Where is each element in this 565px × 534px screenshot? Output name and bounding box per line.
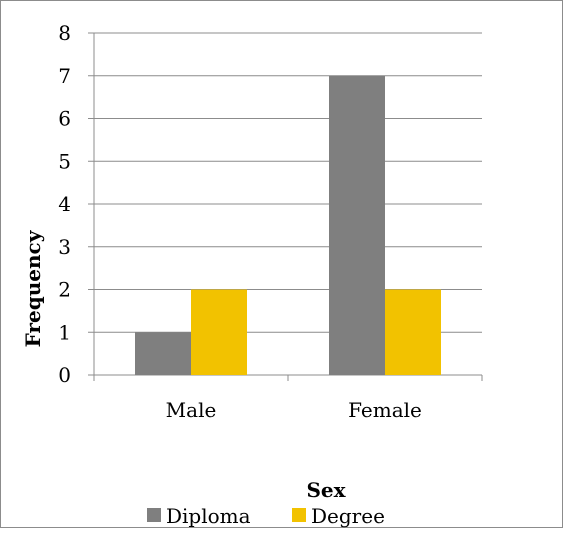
legend-label-degree: Degree (311, 504, 385, 528)
y-tick-label: 7 (58, 64, 71, 88)
y-tick-label: 8 (58, 21, 71, 45)
y-axis-title: Frequency (21, 229, 45, 347)
legend-label-diploma: Diploma (166, 504, 251, 528)
y-tick-label: 2 (58, 278, 71, 302)
bar-degree-male (191, 289, 247, 375)
x-axis-title: Sex (306, 478, 346, 502)
bar-diploma-female (329, 75, 385, 375)
x-tick-label: Male (166, 398, 217, 422)
y-tick-label: 5 (58, 149, 71, 173)
x-tick-label: Female (348, 398, 422, 422)
y-tick-label: 0 (58, 363, 71, 387)
bar-diploma-male (135, 332, 191, 375)
y-tick-label: 4 (58, 192, 71, 216)
y-tick-label: 1 (58, 320, 71, 344)
legend: Diploma Degree (147, 504, 385, 528)
legend-swatch-diploma (147, 508, 161, 522)
bars (135, 75, 441, 375)
bar-degree-female (385, 289, 441, 375)
y-tick-label: 3 (58, 235, 71, 259)
y-tick-label: 6 (58, 107, 71, 131)
legend-swatch-degree (292, 508, 306, 522)
tick-labels: 0 1 2 3 4 5 6 7 8 Male Female (58, 21, 422, 422)
gridlines (94, 32, 482, 333)
